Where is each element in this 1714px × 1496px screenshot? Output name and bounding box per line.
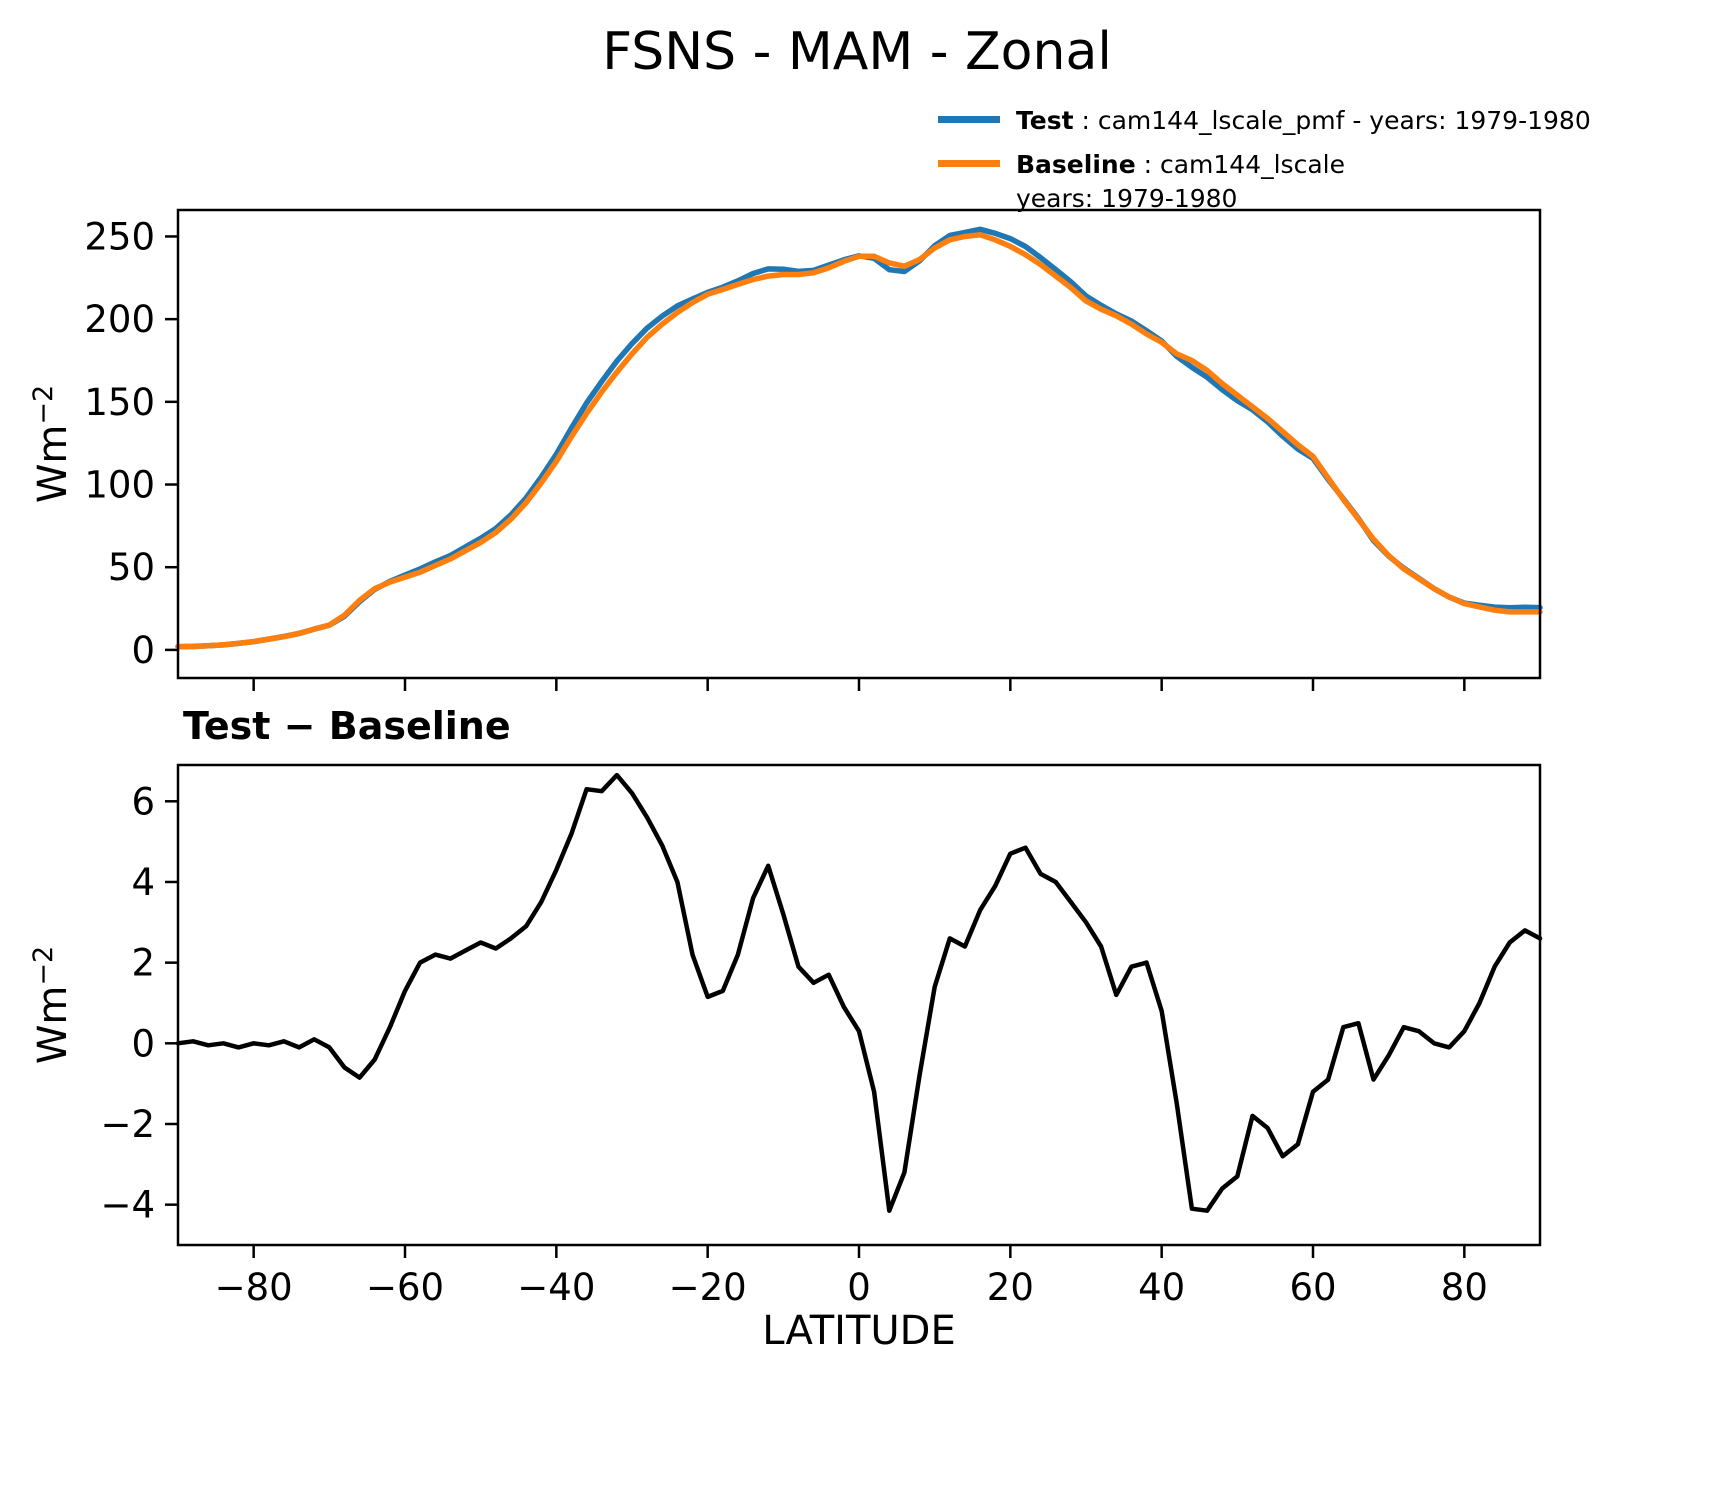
axes-spines [176,763,1542,1247]
ylabel-exponent: −2 [27,945,59,986]
y-tick-label: 50 [108,546,155,589]
legend-label-baseline: Baseline [1016,149,1136,179]
baseline-line [175,232,1543,650]
legend-item-test: Test : cam144_lscale_pmf - years: 1979-1… [938,104,1591,139]
x-tick-label: −40 [517,1266,595,1309]
y-tick-label: 250 [84,215,155,258]
axes-spines [176,208,1542,680]
y-tick-label: 100 [84,464,155,507]
legend-desc-baseline: : cam144_lscale [1135,149,1345,179]
y-tick-label: 0 [131,629,155,672]
x-tick-label: −80 [215,1266,293,1309]
x-tick-label: −20 [669,1266,747,1309]
legend-swatch [938,159,1000,167]
legend-desc-test: : cam144_lscale_pmf - years: 1979-1980 [1073,106,1591,135]
diff-line [175,772,1543,1213]
legend-swatch [938,116,1000,123]
x-tick-label: 0 [847,1266,871,1309]
y-tick-label: 150 [84,381,155,424]
y-tick-label: 6 [131,780,155,823]
y-tick-label: −4 [100,1184,155,1227]
x-tick-label: 60 [1289,1266,1336,1309]
x-tick-label: −60 [366,1266,444,1309]
y-tick-label: 4 [131,861,155,904]
diff-panel-title: Test − Baseline [183,704,511,748]
xlabel: LATITUDE [762,1308,956,1354]
x-tick-label: 20 [987,1266,1034,1309]
x-tick-label: 40 [1138,1266,1185,1309]
x-tick-label: 80 [1441,1266,1488,1309]
legend: Test : cam144_lscale_pmf - years: 1979-1… [938,104,1591,226]
ylabel-bottom-panel: Wm−2 [28,946,76,1064]
legend-item-baseline: Baseline : cam144_lscale years: 1979-198… [938,148,1558,217]
y-tick-label: −2 [100,1103,155,1146]
legend-desc-baseline-line2: years: 1979-1980 [1016,184,1238,213]
chart-title: FSNS - MAM - Zonal [602,22,1112,82]
ylabel-unit: Wm [30,424,77,504]
legend-text: Test : cam144_lscale_pmf - years: 1979-1… [1016,104,1591,139]
y-tick-label: 0 [131,1022,155,1065]
ylabel-unit: Wm [30,985,77,1065]
y-tick-label: 2 [131,942,155,985]
y-tick-label: 200 [84,298,155,341]
legend-label-test: Test [1016,106,1074,135]
ylabel-top-panel: Wm−2 [28,385,76,503]
ylabel-exponent: −2 [27,384,59,425]
panel-0: 0 50 100 150 200 250 [84,208,1543,691]
legend-text: Baseline : cam144_lscale years: 1979-198… [1016,148,1345,217]
